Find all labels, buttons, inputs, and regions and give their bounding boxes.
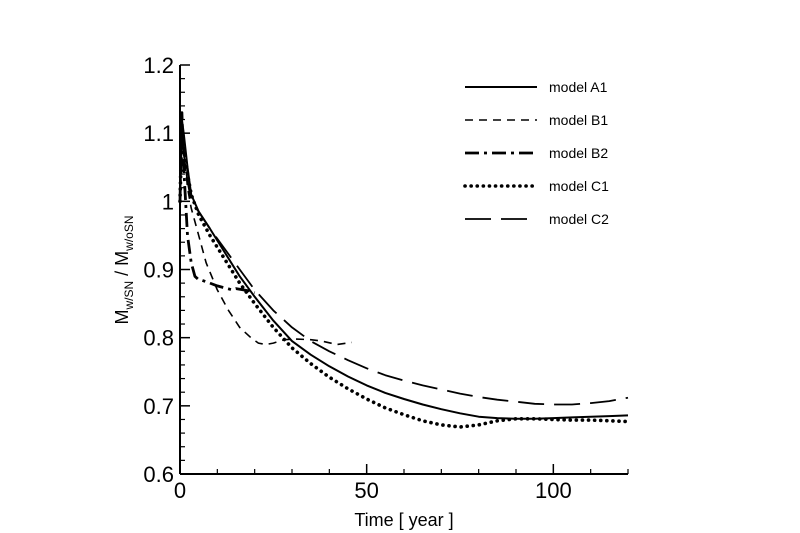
y-tick-label: 1.1	[143, 121, 174, 146]
y-axis-title-sep: /	[112, 266, 132, 281]
y-axis-title-main: M	[112, 310, 132, 325]
y-tick-label: 1	[162, 189, 174, 214]
series-group	[178, 111, 630, 429]
y-axis-title-num-sub: w/SN	[122, 281, 136, 311]
legend-label: model A1	[549, 79, 608, 95]
x-tick-label: 0	[174, 478, 186, 503]
plot-area: 0 50 100 0.6 0.7 0.8 0.9 1 1.1 1.2	[143, 53, 630, 503]
x-tick-label: 100	[535, 478, 572, 503]
y-axis-title-den-sub: w/oSN	[122, 215, 136, 251]
series-line-longdash	[179, 132, 629, 406]
series-line-dashdot	[178, 111, 256, 295]
y-tick-label: 0.7	[143, 394, 174, 419]
legend: model A1 model B1 model B2 model C1 model C2	[463, 79, 609, 227]
series-line-solid	[179, 118, 629, 420]
y-tick-label: 0.6	[143, 462, 174, 487]
y-tick-label: 1.2	[143, 53, 174, 78]
legend-label: model C1	[549, 178, 609, 194]
y-tick-label: 0.9	[143, 258, 174, 283]
legend-label: model C2	[549, 211, 609, 227]
x-axis-title: Time [ year ]	[354, 510, 453, 530]
series-line-dotted	[178, 124, 630, 429]
y-axis-title: Mw/SN / Mw/oSN	[112, 215, 136, 324]
legend-label: model B1	[549, 112, 608, 128]
y-axis-title-den-main: M	[112, 251, 132, 266]
x-tick-label: 50	[354, 478, 378, 503]
series-line-dashed	[179, 125, 352, 346]
y-tick-label: 0.8	[143, 326, 174, 351]
ticks: 0 50 100 0.6 0.7 0.8 0.9 1 1.1 1.2	[143, 53, 629, 503]
legend-label: model B2	[549, 145, 608, 161]
